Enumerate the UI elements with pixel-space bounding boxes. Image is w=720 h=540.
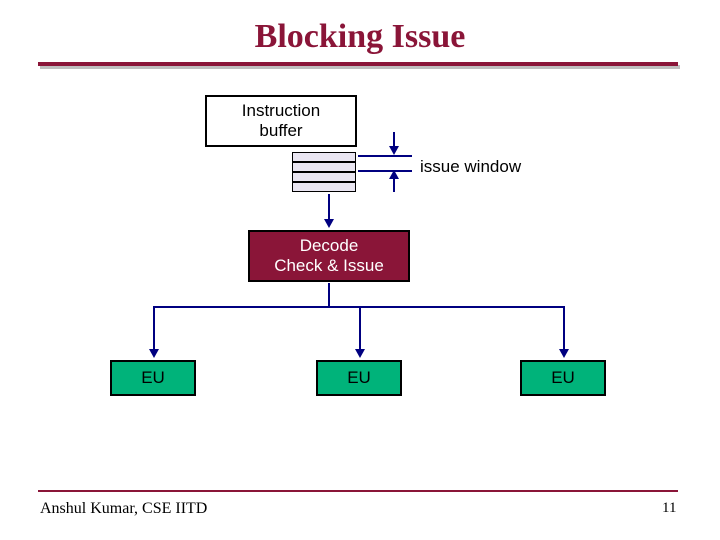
eu-box: EU	[110, 360, 196, 396]
issue-window-label: issue window	[420, 155, 620, 179]
title-underline	[38, 62, 678, 66]
buffer-row	[292, 152, 356, 162]
buffer-row	[292, 162, 356, 172]
decode-box: DecodeCheck & Issue	[248, 230, 410, 282]
eu-label: EU	[347, 368, 371, 388]
eu-label: EU	[141, 368, 165, 388]
decode-label: DecodeCheck & Issue	[274, 236, 384, 275]
slide-title: Blocking Issue	[0, 18, 720, 56]
footer-line	[38, 490, 678, 492]
eu-label: EU	[551, 368, 575, 388]
instruction-buffer-label: Instructionbuffer	[242, 101, 320, 140]
eu-box: EU	[520, 360, 606, 396]
eu-box: EU	[316, 360, 402, 396]
issue-window-text: issue window	[420, 157, 521, 177]
instruction-buffer-box: Instructionbuffer	[205, 95, 357, 147]
footer-author: Anshul Kumar, CSE IITD	[40, 500, 207, 518]
footer-page-number: 11	[662, 500, 676, 517]
buffer-row	[292, 172, 356, 182]
buffer-row	[292, 182, 356, 192]
